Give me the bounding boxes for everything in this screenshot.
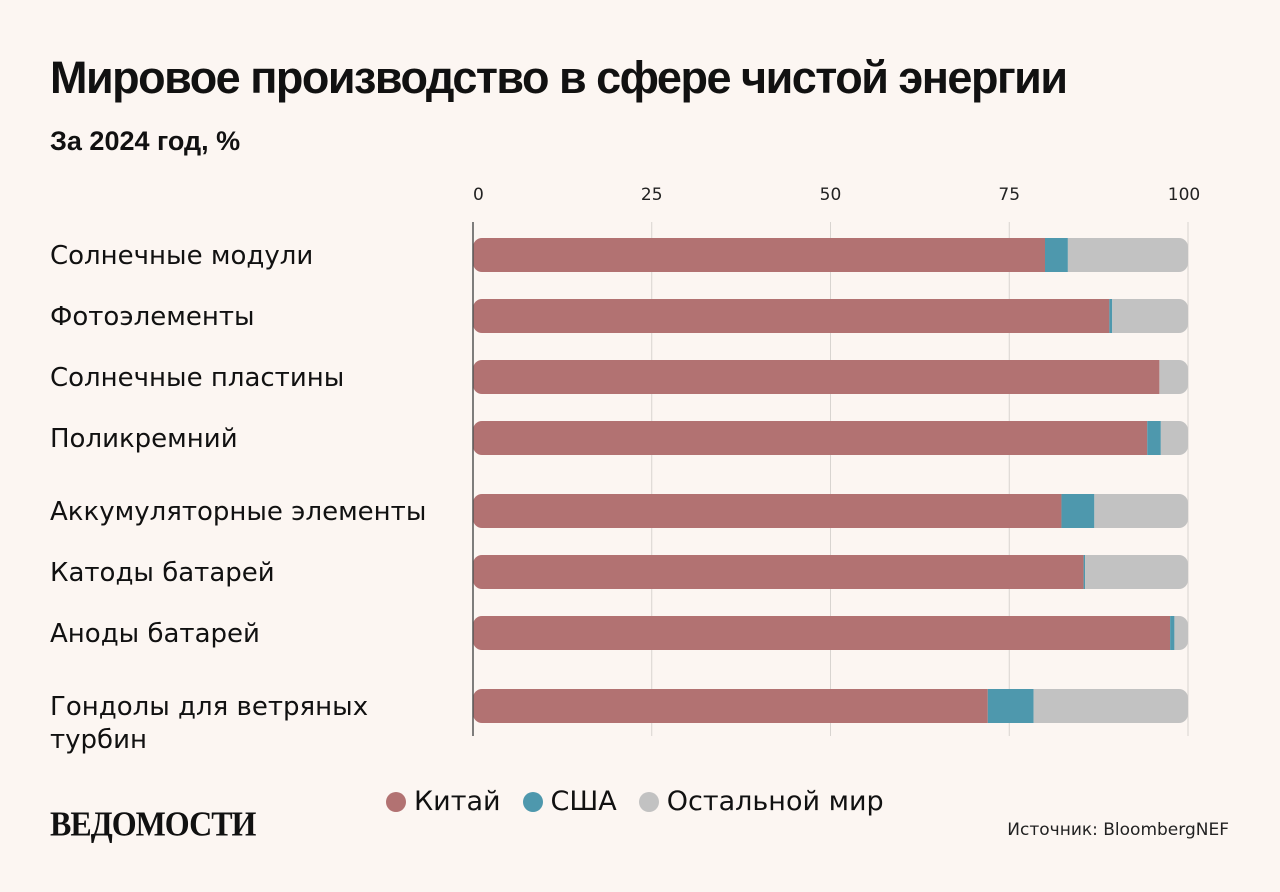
- category-label: Гондолы для ветряных турбин: [50, 692, 368, 755]
- bar-segment-china: [473, 689, 988, 723]
- vedomosti-logo: ВЕДОМОСТИ: [50, 804, 256, 843]
- legend-item-china: Китай: [386, 786, 501, 817]
- bar-segment-usa: [1147, 421, 1161, 455]
- chart-title: Мировое производство в сфере чистой энер…: [50, 52, 1068, 103]
- bar-segment-china: [473, 616, 1171, 650]
- category-label: Аноды батарей: [50, 619, 260, 649]
- category-label-line: Фотоэлементы: [50, 302, 255, 332]
- category-label-line: Солнечные модули: [50, 241, 313, 271]
- chart-legend: Китай США Остальной мир: [386, 786, 884, 817]
- bar-segment-usa: [1045, 238, 1068, 272]
- category-label-line: Аноды батарей: [50, 619, 260, 649]
- bar-segment-china: [473, 360, 1160, 394]
- x-tick-label: 50: [820, 185, 842, 205]
- legend-label-usa: США: [550, 786, 617, 817]
- bar-segment-usa: [1061, 494, 1095, 528]
- category-label: Поликремний: [50, 424, 238, 454]
- bar-segment-rest: [1067, 238, 1188, 272]
- x-tick-label: 100: [1168, 185, 1200, 205]
- legend-dot-rest: [638, 791, 659, 812]
- bar-segment-usa: [987, 689, 1034, 723]
- bar-segment-usa: [1109, 299, 1113, 333]
- bar-segment-rest: [1085, 555, 1188, 589]
- chart-subtitle: За 2024 год, %: [50, 126, 241, 156]
- x-tick-label: 0: [473, 185, 484, 205]
- category-label-line: Катоды батарей: [50, 558, 275, 588]
- category-label-line: Солнечные пластины: [50, 363, 344, 393]
- bar-segment-rest: [1094, 494, 1188, 528]
- source-note: Источник: BloombergNEF: [1007, 820, 1229, 840]
- x-tick-label: 75: [998, 185, 1020, 205]
- category-label-line: турбин: [50, 725, 147, 755]
- legend-dot-china: [386, 791, 406, 812]
- bar-segment-china: [473, 421, 1148, 455]
- bar-segment-usa: [1083, 555, 1086, 589]
- bar-segment-rest: [1112, 299, 1188, 333]
- category-label: Катоды батарей: [50, 558, 275, 588]
- legend-label-china: Китай: [414, 786, 501, 817]
- category-label-line: Гондолы для ветряных: [50, 692, 368, 722]
- legend-label-rest: Остальной мир: [666, 786, 884, 817]
- bar-segment-rest: [1174, 616, 1188, 650]
- bar-segment-rest: [1033, 689, 1188, 723]
- bar-segment-china: [473, 238, 1045, 272]
- bar-segment-usa: [1170, 616, 1175, 650]
- bar-segment-rest: [1160, 421, 1188, 455]
- bar-segment-china: [473, 494, 1062, 528]
- bar-segment-china: [473, 555, 1084, 589]
- x-tick-label: 25: [641, 185, 663, 205]
- legend-item-rest: Остальной мир: [638, 786, 884, 817]
- legend-item-usa: США: [522, 786, 617, 817]
- category-label: Солнечные пластины: [50, 363, 344, 393]
- bar-segment-china: [473, 299, 1110, 333]
- category-label: Аккумуляторные элементы: [50, 497, 426, 527]
- category-label-line: Поликремний: [50, 424, 238, 454]
- bar-segment-rest: [1159, 360, 1188, 394]
- legend-dot-usa: [522, 791, 543, 812]
- category-label: Фотоэлементы: [50, 302, 255, 332]
- category-label: Солнечные модули: [50, 241, 313, 271]
- category-label-line: Аккумуляторные элементы: [50, 497, 426, 527]
